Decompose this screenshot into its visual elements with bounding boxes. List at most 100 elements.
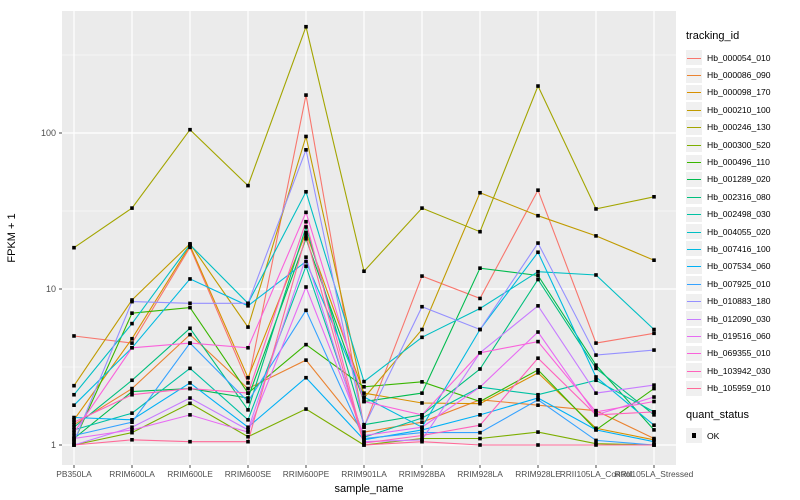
y-tick-label: 1 xyxy=(51,440,56,450)
series-color-line-icon xyxy=(687,162,701,164)
data-point xyxy=(420,206,424,210)
data-point xyxy=(536,356,540,361)
data-point xyxy=(362,433,366,438)
data-point xyxy=(304,342,308,347)
legend-item: Hb_105959_010 xyxy=(686,379,800,396)
data-point xyxy=(304,358,308,362)
series-color-line-icon xyxy=(687,75,701,77)
data-point xyxy=(72,392,76,397)
data-point xyxy=(246,304,250,308)
legend-item-label: Hb_002316_080 xyxy=(707,191,771,202)
data-point xyxy=(130,428,134,432)
data-point xyxy=(478,413,482,417)
series-color-line-icon xyxy=(687,179,701,181)
data-point xyxy=(652,410,656,414)
legend-key xyxy=(686,328,702,344)
data-point xyxy=(304,233,308,238)
data-point xyxy=(246,434,250,439)
data-point xyxy=(304,219,308,224)
data-point xyxy=(652,383,656,387)
legend-key xyxy=(686,102,702,118)
data-point xyxy=(594,234,598,238)
legend-item: Hb_019516_060 xyxy=(686,327,800,344)
data-point xyxy=(188,326,192,331)
legend-item-label: Hb_000098_170 xyxy=(707,87,771,98)
legend-title: tracking_id xyxy=(686,30,740,42)
legend-item: Hb_007534_060 xyxy=(686,258,800,275)
legend-key xyxy=(686,241,702,257)
series-color-line-icon xyxy=(687,248,701,250)
data-point xyxy=(72,415,76,420)
data-point xyxy=(652,428,656,432)
legend-item: Hb_000496_110 xyxy=(686,153,800,170)
x-tick-label: RRIM901LA xyxy=(341,469,387,479)
data-point xyxy=(652,423,656,427)
data-point xyxy=(304,148,308,152)
legend-item: Hb_000210_100 xyxy=(686,101,800,118)
data-point xyxy=(536,339,540,344)
data-point xyxy=(362,443,366,447)
series-color-line-icon xyxy=(687,109,701,111)
data-point xyxy=(130,420,134,425)
legend-item: Hb_000098_170 xyxy=(686,84,800,101)
legend-item: Hb_069355_010 xyxy=(686,345,800,362)
data-point xyxy=(304,134,308,139)
data-point xyxy=(420,433,424,438)
legend-key xyxy=(686,154,702,170)
legend-item-label: Hb_004055_020 xyxy=(707,226,771,237)
data-point xyxy=(478,430,482,435)
data-point xyxy=(536,269,540,274)
data-point xyxy=(130,392,134,397)
data-point xyxy=(478,296,482,301)
legend-key xyxy=(686,137,702,153)
data-point xyxy=(304,285,308,289)
data-point xyxy=(72,430,76,435)
data-point xyxy=(362,399,366,404)
series-color-line-icon xyxy=(687,214,701,216)
data-point xyxy=(246,396,250,400)
data-point xyxy=(478,436,482,441)
data-point xyxy=(72,443,76,447)
data-point xyxy=(652,439,656,444)
series-color-line-icon xyxy=(687,144,701,146)
data-point xyxy=(536,213,540,218)
legend: tracking_id Hb_000054_010 Hb_000086_090 Hb… xyxy=(686,30,800,444)
data-point xyxy=(420,439,424,444)
legend-key xyxy=(686,380,702,396)
legend-key xyxy=(686,276,702,292)
data-point xyxy=(188,305,192,310)
data-point xyxy=(188,301,192,306)
data-point xyxy=(188,127,192,132)
data-point xyxy=(304,259,308,264)
data-point xyxy=(478,229,482,234)
series-color-line-icon xyxy=(687,318,701,320)
data-point xyxy=(420,420,424,425)
series-color-line-icon xyxy=(687,127,701,129)
data-point xyxy=(246,439,250,444)
x-axis-title: sample_name xyxy=(334,483,403,495)
data-point xyxy=(420,430,424,435)
data-point xyxy=(594,353,598,357)
data-point xyxy=(652,258,656,262)
legend-item-label: Hb_000300_520 xyxy=(707,139,771,150)
data-point xyxy=(188,386,192,391)
x-tick-label: RRIM600SE xyxy=(225,469,272,479)
data-point xyxy=(72,334,76,338)
series-color-line-icon xyxy=(687,266,701,268)
legend-item-label: Hb_007925_010 xyxy=(707,278,771,289)
data-point xyxy=(304,230,308,235)
data-point xyxy=(72,436,76,441)
data-point xyxy=(420,335,424,340)
data-point xyxy=(72,425,76,430)
data-point xyxy=(420,401,424,405)
data-point xyxy=(362,391,366,395)
data-point xyxy=(594,410,598,414)
legend-item-label: Hb_012090_030 xyxy=(707,313,771,324)
data-point xyxy=(594,443,598,447)
legend-item-label: Hb_103942_030 xyxy=(707,365,771,376)
data-point xyxy=(362,395,366,399)
legend-item-label: Hb_010883_180 xyxy=(707,296,771,307)
data-point xyxy=(536,330,540,334)
